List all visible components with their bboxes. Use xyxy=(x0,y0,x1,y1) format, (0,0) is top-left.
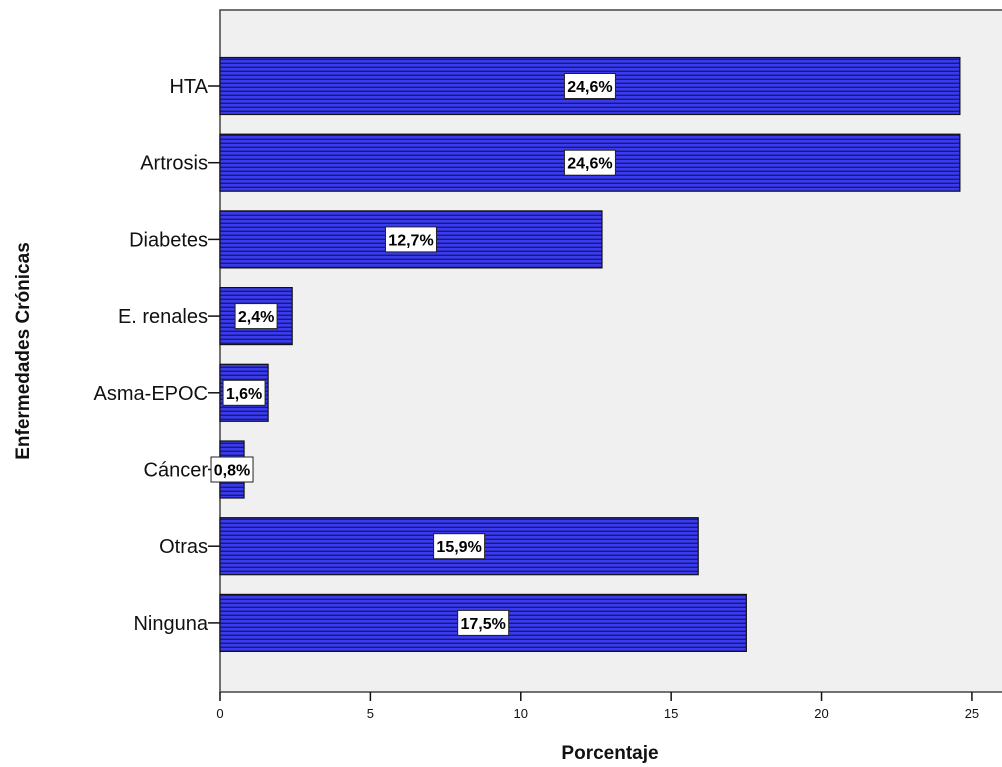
data-label: 15,9% xyxy=(436,539,481,556)
y-tick-label: Otras xyxy=(159,536,208,558)
y-tick-label: E. renales xyxy=(118,306,208,328)
y-tick-label: Artrosis xyxy=(140,153,208,175)
data-label: 1,6% xyxy=(226,386,262,403)
y-tick-label: Cáncer xyxy=(144,460,209,482)
x-tick-label: 25 xyxy=(965,706,979,721)
data-label-box xyxy=(457,609,510,636)
y-tick-label: Diabetes xyxy=(129,229,208,251)
data-label: 17,5% xyxy=(460,616,505,633)
data-label: 2,4% xyxy=(238,309,274,326)
x-tick-label: 5 xyxy=(367,706,374,721)
y-tick-label: HTA xyxy=(169,76,208,98)
x-tick-label: 15 xyxy=(664,706,678,721)
data-label-box xyxy=(222,379,266,406)
x-axis-title: Porcentaje xyxy=(561,743,658,764)
y-tick-label: Ninguna xyxy=(133,613,208,635)
data-label: 24,6% xyxy=(567,156,612,173)
data-label-box xyxy=(563,73,616,99)
data-label: 12,7% xyxy=(388,232,433,249)
x-tick-label: 0 xyxy=(216,706,223,721)
data-label-box xyxy=(210,456,254,483)
x-tick-label: 20 xyxy=(814,706,828,721)
data-label: 0,8% xyxy=(214,463,250,480)
y-tick-label: Asma-EPOC xyxy=(94,383,208,405)
data-label-box xyxy=(384,226,437,253)
x-tick-label: 10 xyxy=(514,706,528,721)
data-label-box xyxy=(234,303,278,330)
y-axis-title: Enfermedades Crónicas xyxy=(13,242,34,460)
data-label-box xyxy=(563,149,616,176)
data-label: 24,6% xyxy=(567,79,612,96)
plot-area xyxy=(219,9,1002,693)
data-label-box xyxy=(433,533,486,560)
